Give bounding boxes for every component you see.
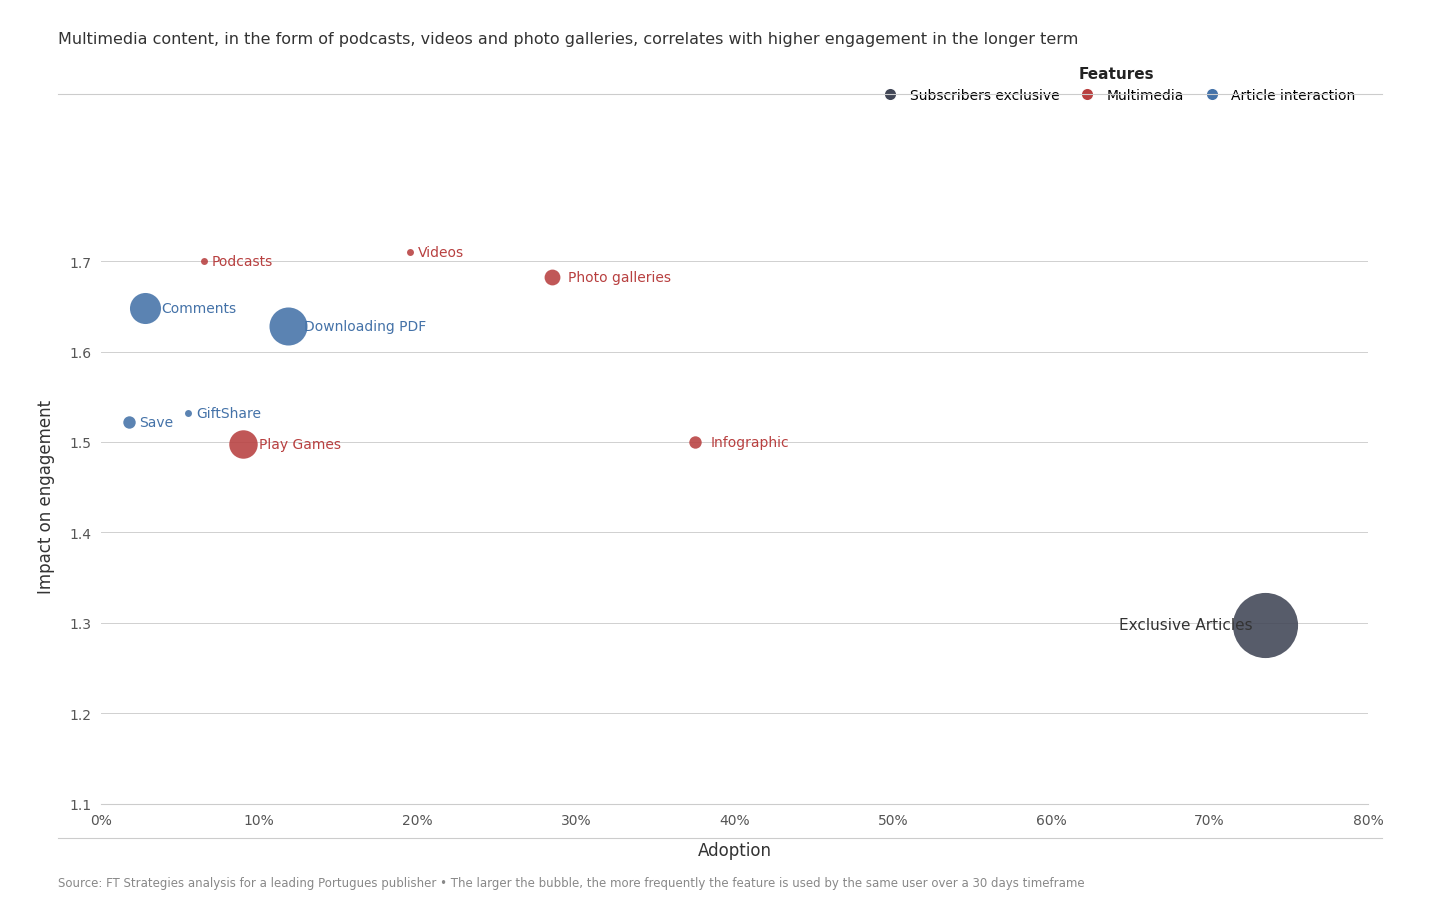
Text: Multimedia content, in the form of podcasts, videos and photo galleries, correla: Multimedia content, in the form of podca… — [58, 32, 1079, 47]
Point — [276, 320, 300, 334]
Point — [232, 437, 255, 452]
Text: GiftShare: GiftShare — [196, 406, 261, 421]
Text: Downloading PDF: Downloading PDF — [304, 320, 426, 334]
Text: Podcasts: Podcasts — [212, 255, 274, 269]
Point — [397, 246, 422, 260]
Point — [134, 302, 157, 316]
Text: Exclusive Articles: Exclusive Articles — [1119, 618, 1253, 632]
Legend: Subscribers exclusive, Multimedia, Article interaction: Subscribers exclusive, Multimedia, Artic… — [871, 61, 1361, 108]
Text: Source: FT Strategies analysis for a leading Portugues publisher • The larger th: Source: FT Strategies analysis for a lea… — [58, 877, 1084, 889]
Text: Photo galleries: Photo galleries — [567, 271, 671, 285]
Text: Comments: Comments — [161, 302, 236, 316]
Point — [1253, 618, 1277, 632]
Point — [683, 435, 706, 450]
Point — [176, 406, 199, 421]
Text: Videos: Videos — [418, 246, 464, 260]
X-axis label: Adoption: Adoption — [697, 842, 772, 860]
Point — [541, 271, 564, 285]
Point — [118, 415, 141, 430]
Text: Save: Save — [138, 415, 173, 430]
Text: Infographic: Infographic — [711, 435, 789, 450]
Y-axis label: Impact on engagement: Impact on engagement — [37, 400, 55, 593]
Text: Play Games: Play Games — [259, 437, 341, 452]
Point — [193, 255, 216, 269]
